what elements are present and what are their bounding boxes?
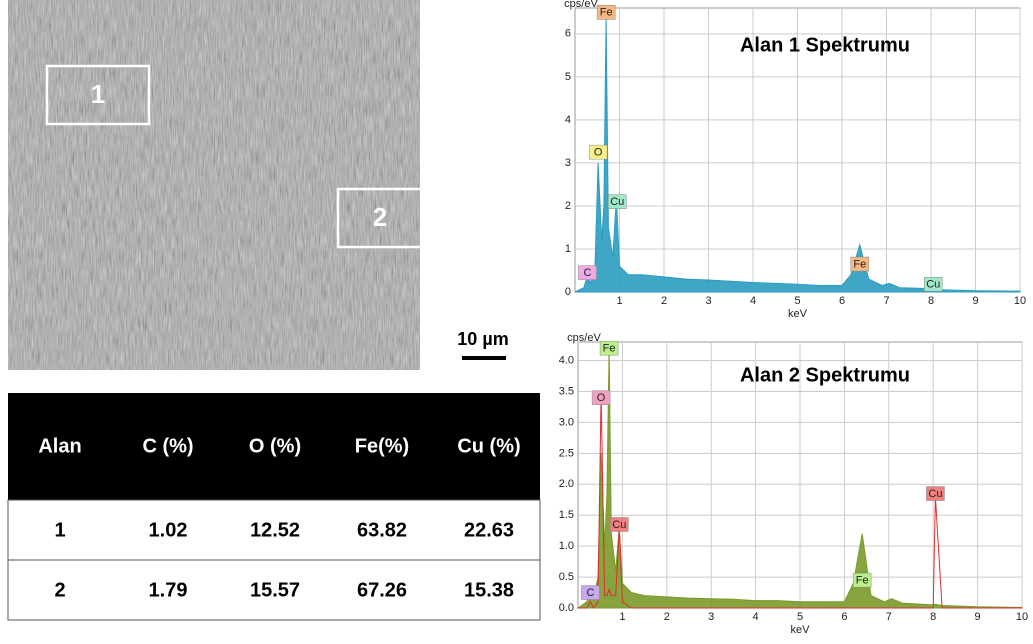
x-tick-label: 7 xyxy=(886,611,892,623)
peak-label: Cu xyxy=(610,196,624,208)
y-tick-label: 1 xyxy=(565,243,571,255)
x-tick-label: 9 xyxy=(975,611,981,623)
sem-texture xyxy=(8,0,420,370)
x-tick-label: 6 xyxy=(841,611,847,623)
table-cell: 15.38 xyxy=(464,579,514,601)
x-tick-label: 3 xyxy=(708,611,714,623)
y-tick-label: 6 xyxy=(565,28,571,40)
table-cell: 1.79 xyxy=(149,579,188,601)
x-axis-label: keV xyxy=(788,308,808,320)
y-tick-label: 3.0 xyxy=(559,416,574,428)
x-tick-label: 5 xyxy=(797,611,803,623)
peak-label: O xyxy=(594,147,603,159)
y-tick-label: 2 xyxy=(565,200,571,212)
table-cell: 12.52 xyxy=(250,519,300,541)
peak-label: Fe xyxy=(856,575,869,587)
peak-label: O xyxy=(597,392,606,404)
table-header-cell: C (%) xyxy=(142,435,193,457)
y-tick-label: 1.5 xyxy=(559,509,574,521)
peak-label: C xyxy=(583,267,591,279)
scale-label: 10 µm xyxy=(457,329,508,349)
y-tick-label: 4 xyxy=(565,114,571,126)
x-tick-label: 8 xyxy=(928,295,934,307)
x-tick-label: 2 xyxy=(664,611,670,623)
chart-title: Alan 1 Spektrumu xyxy=(740,34,910,56)
table-cell: 15.57 xyxy=(250,579,300,601)
x-tick-label: 7 xyxy=(883,295,889,307)
y-tick-label: 3.5 xyxy=(559,385,574,397)
table-cell: 63.82 xyxy=(357,519,407,541)
y-tick-label: 0.5 xyxy=(559,571,574,583)
y-axis-label: cps/eV xyxy=(567,332,601,344)
y-tick-label: 0 xyxy=(565,286,571,298)
chart-title: Alan 2 Spektrumu xyxy=(740,364,910,386)
table-cell: 67.26 xyxy=(357,579,407,601)
x-tick-label: 4 xyxy=(753,611,759,623)
y-tick-label: 5 xyxy=(565,71,571,83)
spectrum-chart: 1 2 3 4 5 6 7 8 9 10 0 1 2 3 4 5 6 C O Fe Cu Fe Cu Alan 1 Spekt… xyxy=(564,0,1026,320)
spectrum-chart: 1 2 3 4 5 6 7 8 9 10 0.0 0.5 1.0 1.5 2.0 2.5 3.0 3.5 4.0 Fe… xyxy=(559,332,1028,636)
peak-label: Fe xyxy=(603,343,616,355)
y-tick-label: 0.0 xyxy=(559,602,574,614)
table-header-cell: Fe(%) xyxy=(355,435,409,457)
y-tick-label: 2.5 xyxy=(559,447,574,459)
figure: 10 µm 1 2 AlanC (%)O (%)Fe(%)Cu (%)11.02… xyxy=(0,0,1033,644)
table-header-cell: Cu (%) xyxy=(457,435,520,457)
y-tick-label: 3 xyxy=(565,157,571,169)
region-label: 1 xyxy=(91,79,105,109)
peak-label: Cu xyxy=(926,279,940,291)
sem-image: 10 µm 1 2 xyxy=(8,0,545,370)
table-cell: 1.02 xyxy=(149,519,188,541)
y-tick-label: 4.0 xyxy=(559,354,574,366)
x-tick-label: 3 xyxy=(705,295,711,307)
y-axis-label: cps/eV xyxy=(564,0,598,10)
table-cell: 2 xyxy=(54,579,65,601)
table-cell: 22.63 xyxy=(464,519,514,541)
x-tick-label: 1 xyxy=(616,295,622,307)
x-tick-label: 10 xyxy=(1014,295,1026,307)
x-tick-label: 10 xyxy=(1016,611,1028,623)
x-axis-label: keV xyxy=(791,624,811,636)
y-tick-label: 1.0 xyxy=(559,540,574,552)
table-header-cell: O (%) xyxy=(249,435,301,457)
peak-label: Fe xyxy=(600,7,613,19)
x-tick-label: 5 xyxy=(794,295,800,307)
peak-label: Fe xyxy=(853,258,866,270)
table-header-cell: Alan xyxy=(38,435,81,457)
table-cell: 1 xyxy=(54,519,65,541)
peak-label: C xyxy=(586,587,594,599)
x-tick-label: 1 xyxy=(619,611,625,623)
peak-label: Cu xyxy=(928,488,942,500)
x-tick-label: 9 xyxy=(972,295,978,307)
y-tick-label: 2.0 xyxy=(559,478,574,490)
peak-label: Cu xyxy=(612,519,626,531)
x-tick-label: 8 xyxy=(930,611,936,623)
x-tick-label: 6 xyxy=(839,295,845,307)
x-tick-label: 4 xyxy=(750,295,756,307)
x-tick-label: 2 xyxy=(661,295,667,307)
region-label: 2 xyxy=(373,202,387,232)
